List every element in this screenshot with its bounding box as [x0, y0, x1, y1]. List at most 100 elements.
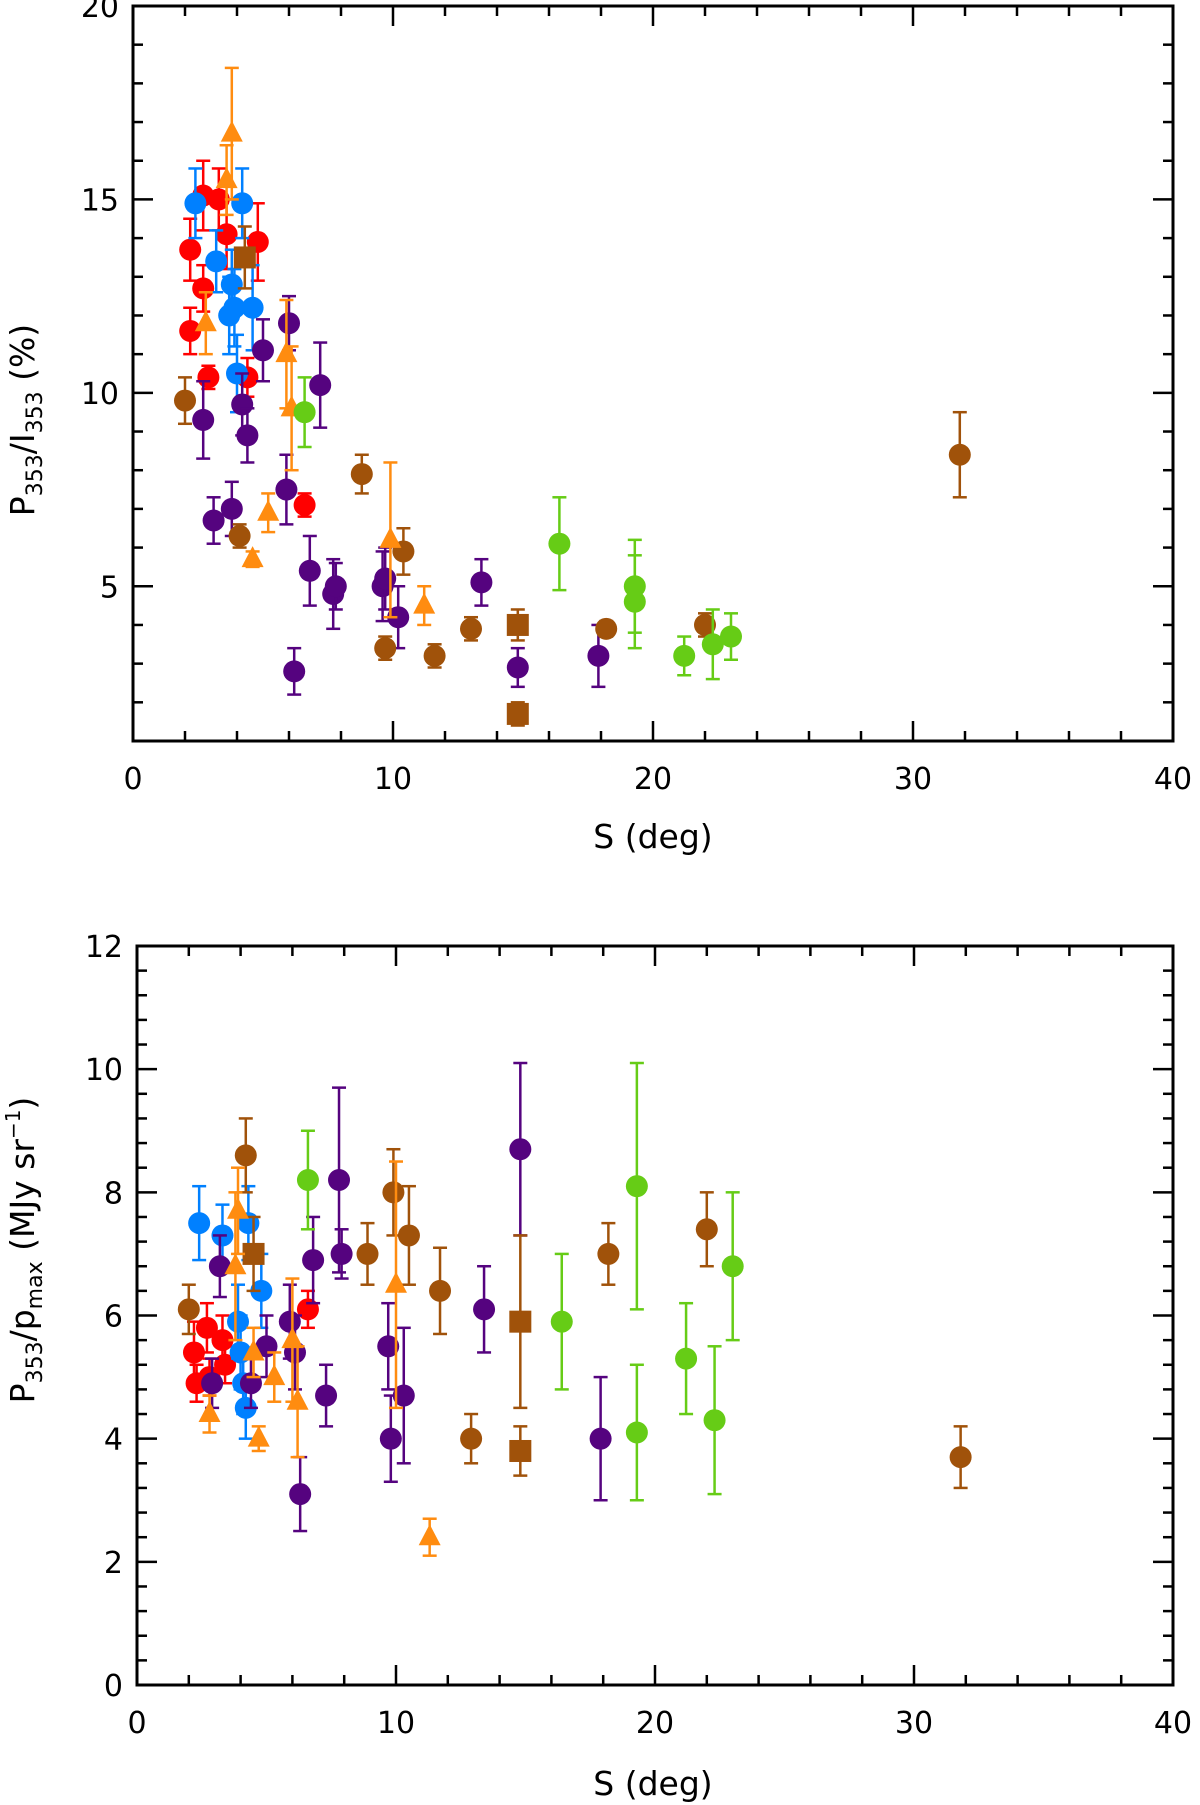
bottom-x-tick-label: 30: [895, 1706, 933, 1741]
top-data-point: [623, 554, 646, 650]
circle-marker: [703, 1409, 726, 1432]
bottom-data-point: [286, 1345, 309, 1459]
top-axis-ticks: [131, 4, 1175, 743]
top-data-point: [595, 617, 618, 640]
bottom-data-point: [263, 1351, 286, 1403]
bottom-data-point: [328, 1086, 351, 1274]
circle-marker: [214, 1353, 237, 1376]
circle-marker: [179, 238, 202, 261]
circle-marker: [215, 223, 238, 246]
bottom-y-tick-label: 0: [104, 1669, 123, 1704]
triangle-marker: [198, 1401, 221, 1423]
top-data-point: [379, 461, 402, 619]
circle-marker: [192, 408, 215, 431]
circle-marker: [595, 617, 618, 640]
top-y-axis-title: P353/I353 (%): [3, 324, 48, 516]
circle-marker: [387, 606, 410, 629]
circle-marker: [228, 524, 251, 547]
top-data-point: [506, 701, 529, 727]
circle-marker: [720, 625, 742, 648]
circle-marker: [509, 1138, 532, 1161]
bottom-y-title-mid: /p: [3, 1309, 42, 1341]
circle-marker: [948, 443, 971, 466]
triangle-marker: [241, 546, 264, 568]
circle-marker: [382, 1181, 405, 1204]
circle-marker: [220, 497, 243, 520]
top-y-tick-label: 5: [100, 570, 119, 605]
circle-marker: [587, 644, 610, 667]
triangle-marker: [418, 1524, 441, 1546]
circle-marker: [236, 424, 259, 447]
bottom-data-point: [356, 1221, 379, 1286]
bottom-data-point: [460, 1412, 483, 1465]
top-x-tick-label: 40: [1154, 762, 1192, 797]
circle-marker: [208, 1255, 231, 1278]
top-data-point: [194, 291, 217, 356]
bottom-y-title-sup: −1: [1, 1110, 25, 1139]
circle-marker: [550, 1310, 573, 1333]
bottom-data-point: [429, 1246, 452, 1336]
bottom-data-point: [721, 1191, 744, 1342]
top-data-point: [241, 263, 264, 352]
circle-marker: [423, 644, 446, 667]
bottom-data-point: [385, 1160, 407, 1410]
bottom-data-point: [377, 1301, 400, 1391]
top-x-axis-title: S (deg): [593, 817, 712, 856]
circle-marker: [275, 478, 298, 501]
circle-marker: [309, 374, 332, 397]
circle-marker: [289, 1483, 312, 1506]
top-data-point: [506, 646, 529, 689]
bottom-y-tick-label: 10: [85, 1053, 123, 1088]
bottom-data-point: [242, 1215, 265, 1293]
top-data-point: [197, 364, 220, 391]
top-data-point: [694, 612, 716, 638]
top-x-tick-label: 20: [634, 762, 672, 797]
bottom-y-axis-title: P353/pmax (MJy sr−1): [1, 1097, 48, 1404]
circle-marker: [548, 532, 571, 555]
circle-marker: [721, 1255, 744, 1278]
top-data-point: [233, 225, 256, 290]
top-data-point: [179, 306, 202, 356]
circle-marker: [188, 1212, 211, 1235]
circle-marker: [589, 1427, 612, 1450]
triangle-marker: [385, 1271, 407, 1293]
bottom-data-point: [418, 1517, 441, 1557]
circle-marker: [184, 192, 207, 215]
top-plot-frame: [131, 4, 1175, 743]
top-x-tick-label: 30: [894, 762, 932, 797]
top-data-point: [293, 492, 316, 518]
bottom-x-tick-label: 20: [636, 1706, 674, 1741]
bottom-data-point: [509, 1234, 532, 1410]
top-x-tick-label: 0: [123, 762, 142, 797]
bottom-data-point: [177, 1283, 200, 1336]
top-data-point: [413, 585, 436, 627]
circle-marker: [202, 509, 225, 532]
circle-marker: [695, 1218, 718, 1241]
triangle-marker: [247, 1425, 270, 1447]
top-data-point: [275, 453, 298, 526]
circle-marker: [239, 1372, 262, 1395]
bottom-y-tick-label: 4: [104, 1423, 123, 1458]
bottom-data-point: [509, 1061, 532, 1237]
circle-marker: [231, 393, 254, 416]
bottom-y-title-unit: (MJy sr: [3, 1139, 42, 1262]
top-y-title-mid: /I: [3, 433, 42, 454]
circle-marker: [377, 1335, 400, 1358]
top-data-point: [374, 546, 397, 611]
top-data-point: [673, 635, 696, 677]
circle-marker: [250, 1279, 273, 1302]
bottom-data-point: [234, 1117, 257, 1194]
circle-marker: [701, 633, 724, 656]
bottom-data-point: [509, 1425, 532, 1477]
circle-marker: [296, 1298, 319, 1321]
circle-marker: [694, 613, 716, 636]
top-y-title-unit: (%): [3, 324, 42, 392]
top-y-tick-label: 20: [81, 0, 119, 25]
circle-marker: [293, 494, 316, 517]
bottom-data-point: [281, 1277, 304, 1403]
circle-marker: [197, 366, 220, 389]
top-tick-labels: 0 10 20 30 40 5 10 15 20: [81, 0, 1192, 797]
triangle-marker: [227, 1197, 250, 1219]
top-data-point: [309, 341, 332, 429]
bottom-y-tick-label: 2: [104, 1546, 123, 1581]
